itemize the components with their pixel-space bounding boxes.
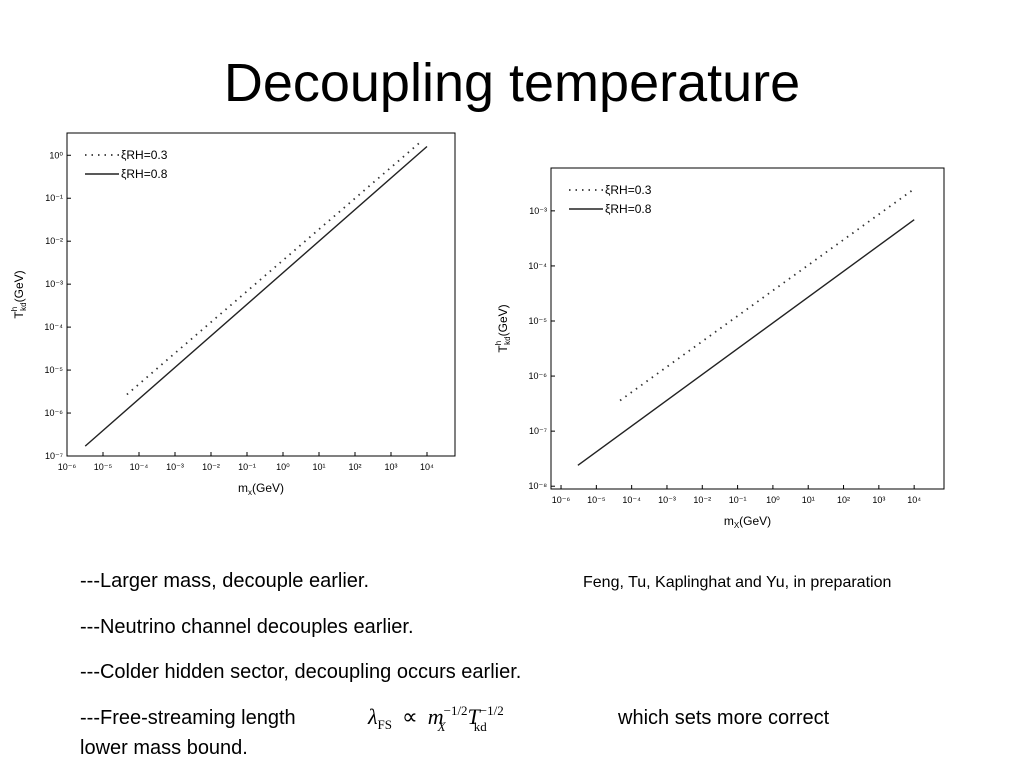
label-part: (GeV) [252,481,284,495]
legend-label: ξRH=0.3 [605,183,652,197]
label-part: (GeV) [12,270,26,302]
label-part: (GeV) [496,304,510,336]
series-line [126,142,420,396]
y-tick-label: 10⁻⁴ [44,322,63,332]
x-tick-label: 10⁴ [907,495,921,505]
label-part: m [238,481,248,495]
label-part: kd [503,336,512,344]
series-line [577,219,915,466]
x-tick-label: 10⁻³ [166,462,184,472]
bullet: ---Neutrino channel decouples earlier. [80,616,414,638]
chart: 10⁻⁶ 10⁻⁵ 10⁻⁴ 10⁻³ 10⁻² 10⁻¹ 10⁰ 10¹ 10² 10³ 10⁴ 1… [494,167,945,530]
x-tick-label: 10³ [384,462,397,472]
y-tick-label: 10⁻¹ [45,193,63,203]
formula-part: kd [474,719,488,734]
x-tick-label: 10⁻¹ [238,462,256,472]
formula-part: −1/2 [480,703,504,718]
x-tick-label: 10⁻⁶ [552,495,571,505]
formula-part: −1/2 [444,703,468,718]
bullet: ---Colder hidden sector, decoupling occu… [80,661,521,683]
bullet: ---Larger mass, decouple earlier. [80,570,369,592]
bullet: lower mass bound. [80,737,248,759]
legend-label: ξRH=0.3 [121,148,168,162]
x-tick-label: 10³ [872,495,885,505]
x-tick-label: 10⁻³ [658,495,676,505]
plot-frame [550,167,945,490]
y-tick-label: 10⁻³ [45,279,63,289]
x-tick-label: 10⁻² [202,462,220,472]
series-line [619,188,915,402]
label-part: (GeV) [739,514,771,528]
label-part: X [734,521,740,530]
label-part: T [496,345,510,353]
y-tick-label: 10⁻⁷ [529,426,547,436]
y-tick-label: 10⁻⁶ [529,371,548,381]
x-axis-label: mX(GeV) [724,514,771,530]
label-part: T [12,311,26,319]
x-tick-label: 10⁻² [693,495,711,505]
y-axis-label: Thkd(GeV) [494,304,512,352]
citation: Feng, Tu, Kaplinghat and Yu, in preparat… [583,574,891,591]
y-tick-label: 10⁻⁸ [528,481,547,491]
label-part: h [10,307,19,311]
formula-part: λ [367,704,378,729]
y-tick-label: 10⁻⁷ [45,451,63,461]
x-tick-label: 10⁻⁶ [58,462,77,472]
label-part: m [724,514,734,528]
formula-part: m [428,704,444,729]
bullet: which sets more correct [617,707,830,729]
y-tick-label: 10⁻⁶ [45,408,64,418]
plot-frame [66,132,456,457]
y-tick-label: 10⁻⁴ [528,261,547,271]
y-tick-label: 10⁻⁵ [529,316,548,326]
x-tick-label: 10⁻⁵ [94,462,113,472]
label-part: h [494,341,503,345]
x-axis-label: mx(GeV) [238,481,284,497]
x-tick-label: 10⁻¹ [729,495,747,505]
label-part: x [248,488,252,497]
chart: 10⁻⁶ 10⁻⁵ 10⁻⁴ 10⁻³ 10⁻² 10⁻¹ 10⁰ 10¹ 10² 10³ 10⁴ 1… [10,132,456,497]
x-tick-label: 10² [348,462,361,472]
series-line [84,145,428,447]
x-tick-label: 10¹ [312,462,325,472]
formula: λFS ∝ m−1/2 X T−1/2 kd [367,703,504,734]
formula-part: X [437,719,447,734]
x-tick-label: 10⁰ [766,495,780,505]
x-tick-label: 10⁻⁴ [622,495,641,505]
y-tick-label: 10⁻³ [529,206,547,216]
x-tick-label: 10² [837,495,850,505]
y-axis-label: Thkd(GeV) [10,270,28,318]
label-part: kd [19,302,28,310]
x-tick-label: 10¹ [802,495,815,505]
y-tick-label: 10⁻⁵ [45,365,64,375]
y-tick-label: 10⁻² [45,236,63,246]
formula-part: ∝ [402,704,418,729]
x-tick-label: 10⁰ [276,462,290,472]
x-tick-label: 10⁻⁵ [587,495,606,505]
slide-title: Decoupling temperature [224,53,800,113]
x-tick-label: 10⁴ [420,462,434,472]
legend-label: ξRH=0.8 [121,167,168,181]
y-tick-label: 10⁰ [49,150,63,160]
x-tick-label: 10⁻⁴ [130,462,149,472]
bullet: ---Free-streaming length [80,707,296,729]
formula-part: T [468,704,482,729]
formula-part: FS [378,717,392,732]
legend-label: ξRH=0.8 [605,202,652,216]
